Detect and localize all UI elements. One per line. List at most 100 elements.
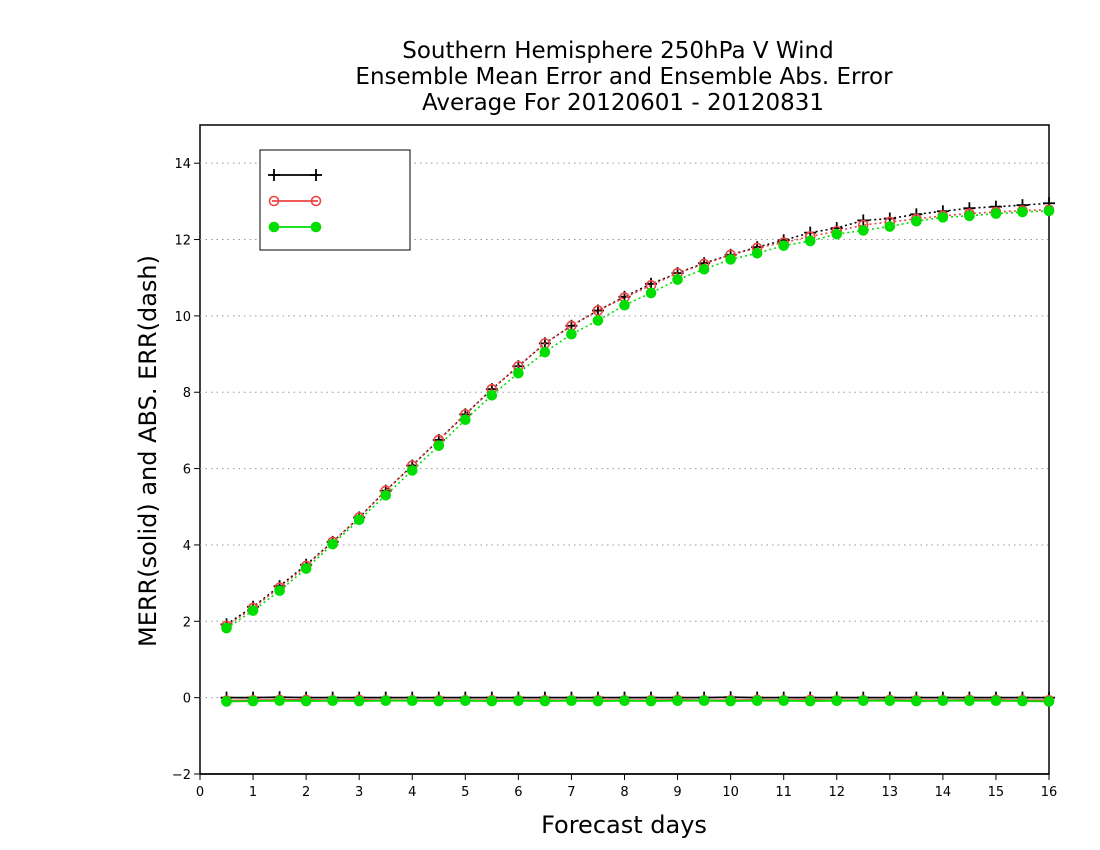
x-tick-label: 2 — [302, 785, 310, 800]
abs-error-point — [698, 264, 710, 275]
y-tick-label: 0 — [183, 692, 191, 707]
abs-error-line — [226, 202, 1050, 626]
abs-error-point — [857, 225, 869, 236]
y-tick-label: 10 — [174, 310, 191, 325]
y-tick-label: 12 — [174, 234, 191, 249]
x-tick-label: 14 — [935, 785, 952, 800]
abs-error-point — [513, 367, 524, 379]
abs-error-point — [672, 274, 683, 285]
title-line-3: Average For 20120601 - 20120831 — [422, 90, 824, 116]
series-0 — [220, 197, 1055, 704]
legend-marker-2 — [268, 221, 280, 233]
abs-error-point — [725, 254, 736, 265]
x-tick-label: 13 — [882, 785, 899, 800]
legend-box — [259, 149, 411, 251]
mean-error-point — [539, 695, 551, 707]
y-axis-label: MERR(solid) and ABS. ERR(dash) — [134, 255, 162, 647]
y-tick-label: 2 — [183, 615, 191, 630]
abs-error-line — [226, 210, 1050, 629]
mean-error-point — [1017, 695, 1028, 707]
x-tick-label: 7 — [567, 785, 575, 800]
abs-error-point — [380, 490, 392, 501]
abs-error-point — [831, 228, 843, 240]
abs-error-point — [592, 315, 604, 326]
mean-error-point — [911, 695, 922, 707]
mean-error-point — [698, 695, 710, 707]
abs-error-point — [460, 414, 471, 426]
mean-error-point — [300, 695, 312, 707]
mean-error-point — [831, 695, 843, 707]
x-tick-label: 12 — [828, 785, 845, 800]
mean-error-point — [327, 695, 338, 707]
legend-marker-0 — [268, 169, 280, 181]
x-tick-label: 0 — [196, 785, 204, 800]
legend-marker-2 — [310, 221, 322, 233]
mean-error-point — [751, 695, 763, 707]
x-tick-label: 9 — [673, 785, 681, 800]
series-2 — [221, 205, 1055, 707]
x-tick-label: 10 — [722, 785, 739, 800]
abs-error-point — [990, 208, 1002, 219]
mean-error-point — [513, 695, 524, 707]
mean-error-point — [884, 695, 896, 707]
x-tick-label: 8 — [620, 785, 628, 800]
abs-error-point — [804, 235, 816, 247]
series-1 — [221, 204, 1055, 707]
mean-error-point — [672, 695, 683, 707]
mean-error-point — [1043, 696, 1055, 707]
abs-error-point — [406, 465, 418, 476]
y-axis: −2 0 2 4 6 8 10 12 14 — [172, 157, 200, 783]
mean-error-point — [592, 695, 604, 707]
y-tick-label: −2 — [172, 768, 191, 783]
mean-error-point — [221, 696, 232, 707]
chart-title: Southern Hemisphere 250hPa V Wind Ensemb… — [355, 38, 893, 116]
abs-error-line — [226, 208, 1050, 627]
abs-error-point — [539, 346, 551, 358]
abs-error-point — [911, 215, 922, 227]
mean-error-point — [566, 695, 577, 707]
y-tick-label: 14 — [174, 157, 191, 172]
mean-error-line — [226, 699, 1050, 703]
legend-marker-0 — [310, 169, 322, 181]
mean-error-point — [990, 695, 1002, 707]
abs-error-point — [884, 221, 896, 232]
mean-error-point — [274, 695, 285, 707]
mean-error-point — [937, 695, 949, 707]
mean-error-point — [725, 695, 736, 707]
legend-marker-1 — [268, 195, 280, 207]
x-tick-label: 15 — [988, 785, 1005, 800]
mean-error-point — [857, 695, 869, 707]
title-line-2: Ensemble Mean Error and Ensemble Abs. Er… — [355, 64, 893, 90]
mean-error-point — [247, 695, 259, 707]
mean-error-point — [804, 695, 816, 707]
mean-error-point — [460, 695, 471, 707]
abs-error-point — [778, 240, 789, 251]
mean-error-point — [353, 695, 365, 707]
title-line-1: Southern Hemisphere 250hPa V Wind — [402, 38, 833, 64]
x-tick-label: 11 — [775, 785, 792, 800]
abs-error-point — [353, 514, 365, 526]
abs-error-point — [247, 605, 259, 616]
abs-error-point — [592, 305, 604, 316]
mean-error-point — [619, 695, 630, 707]
x-tick-label: 6 — [514, 785, 522, 800]
x-tick-label: 1 — [249, 785, 257, 800]
abs-error-point — [274, 585, 285, 597]
abs-error-point — [486, 389, 498, 401]
mean-error-point — [486, 695, 498, 707]
x-axis: 0 1 2 3 4 5 6 7 8 9 10 11 12 13 14 15 16 — [196, 773, 1057, 800]
abs-error-point — [751, 247, 763, 259]
abs-error-point — [539, 338, 551, 349]
y-tick-label: 4 — [183, 539, 191, 554]
mean-error-point — [645, 695, 657, 707]
legend-marker-1 — [310, 195, 322, 207]
mean-error-point — [964, 695, 975, 707]
abs-error-point — [964, 210, 975, 222]
x-axis-label: Forecast days — [541, 811, 707, 839]
y-tick-label: 8 — [183, 386, 191, 401]
x-tick-label: 5 — [461, 785, 469, 800]
abs-error-point — [300, 563, 312, 574]
mean-error-point — [778, 695, 789, 707]
mean-error-point — [433, 695, 445, 707]
